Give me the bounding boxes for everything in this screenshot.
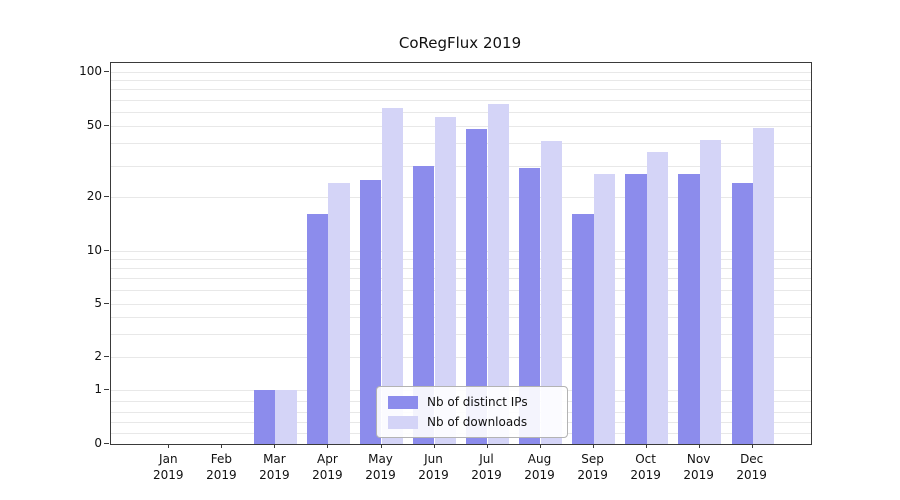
gridline — [111, 268, 811, 270]
legend: Nb of distinct IPs Nb of downloads — [376, 386, 568, 438]
x-tick-mark — [274, 444, 276, 448]
x-tick-label: Jun 2019 — [418, 452, 449, 482]
gridline — [111, 126, 811, 127]
legend-label-distinct-ips: Nb of distinct IPs — [427, 395, 528, 409]
bar-distinct-ips-aug — [519, 168, 541, 444]
bar-downloads-sep — [593, 173, 615, 444]
bar-downloads-may — [381, 108, 403, 444]
x-tick-mark — [645, 444, 647, 448]
x-tick-label: Oct 2019 — [630, 452, 661, 482]
x-tick-mark — [698, 444, 700, 448]
gridline — [111, 89, 811, 91]
x-tick-mark — [327, 444, 329, 448]
bar-distinct-ips-nov — [678, 173, 700, 444]
plot-area — [110, 62, 812, 445]
legend-swatch-downloads — [388, 415, 418, 429]
bar-distinct-ips-dec — [731, 182, 753, 444]
x-tick-mark — [221, 444, 223, 448]
y-tick-mark — [104, 443, 109, 444]
gridline — [111, 304, 811, 305]
gridline — [111, 72, 811, 73]
y-tick-label: 50 — [86, 118, 102, 132]
bar-downloads-mar — [275, 390, 297, 444]
gridline — [111, 251, 811, 252]
gridline — [111, 99, 811, 101]
y-tick-mark — [104, 125, 109, 126]
gridline — [111, 357, 811, 358]
x-tick-mark — [486, 444, 488, 448]
x-tick-label: Feb 2019 — [206, 452, 237, 482]
gridline — [111, 165, 811, 167]
bar-distinct-ips-sep — [572, 214, 594, 444]
y-tick-label: 1 — [94, 382, 102, 396]
x-tick-mark — [433, 444, 435, 448]
bar-downloads-apr — [328, 182, 350, 444]
y-tick-mark — [104, 389, 109, 390]
bar-downloads-jun — [434, 117, 456, 444]
gridline — [111, 333, 811, 335]
gridline — [111, 316, 811, 318]
legend-item-distinct-ips: Nb of distinct IPs — [388, 395, 567, 409]
y-tick-label: 10 — [86, 243, 102, 257]
y-tick-label: 20 — [86, 189, 102, 203]
legend-label-downloads: Nb of downloads — [427, 415, 528, 429]
x-tick-mark — [380, 444, 382, 448]
legend-item-downloads: Nb of downloads — [388, 415, 567, 429]
x-tick-label: Aug 2019 — [524, 452, 555, 482]
x-tick-label: Apr 2019 — [312, 452, 343, 482]
gridline — [111, 80, 811, 82]
legend-swatch-distinct-ips — [388, 395, 418, 409]
y-tick-label: 0 — [94, 436, 102, 450]
x-tick-label: Jan 2019 — [153, 452, 184, 482]
x-tick-label: Jul 2019 — [471, 452, 502, 482]
x-tick-label: Sep 2019 — [577, 452, 608, 482]
y-tick-mark — [104, 356, 109, 357]
bar-distinct-ips-jun — [413, 165, 435, 444]
bar-downloads-nov — [699, 139, 721, 444]
x-tick-label: Nov 2019 — [683, 452, 714, 482]
bar-distinct-ips-jul — [466, 129, 488, 444]
gridline — [111, 259, 811, 261]
y-tick-label: 5 — [94, 296, 102, 310]
y-tick-mark — [104, 303, 109, 304]
chart-title: CoRegFlux 2019 — [398, 34, 522, 52]
x-tick-label: Mar 2019 — [259, 452, 290, 482]
gridline — [111, 278, 811, 280]
y-tick-mark — [104, 196, 109, 197]
bar-downloads-oct — [646, 151, 668, 444]
gridline — [111, 111, 811, 113]
x-tick-mark — [751, 444, 753, 448]
y-tick-mark — [104, 71, 109, 72]
bar-distinct-ips-apr — [307, 214, 329, 444]
bar-distinct-ips-oct — [625, 173, 647, 444]
x-tick-mark — [592, 444, 594, 448]
bar-downloads-dec — [752, 127, 774, 444]
bar-distinct-ips-may — [360, 179, 382, 444]
gridline — [111, 290, 811, 292]
x-tick-label: Dec 2019 — [736, 452, 767, 482]
x-tick-label: May 2019 — [365, 452, 396, 482]
y-tick-mark — [104, 250, 109, 251]
y-tick-label: 2 — [94, 349, 102, 363]
bar-distinct-ips-mar — [254, 390, 276, 444]
gridline — [111, 197, 811, 198]
gridline — [111, 143, 811, 145]
bar-downloads-aug — [540, 141, 562, 444]
x-tick-mark — [168, 444, 170, 448]
x-tick-mark — [539, 444, 541, 448]
y-tick-label: 100 — [79, 64, 102, 78]
bar-downloads-jul — [487, 104, 509, 444]
